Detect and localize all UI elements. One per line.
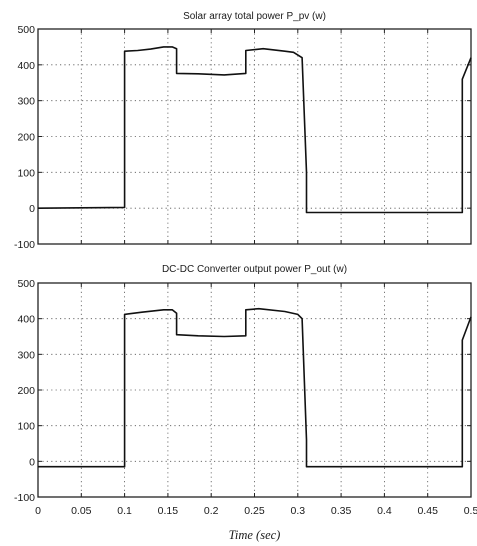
panel-2-x-tick-label: 0.45 bbox=[417, 505, 438, 517]
panel-1-y-tick-label: 400 bbox=[17, 60, 35, 72]
panel-2-series-line-1 bbox=[38, 307, 472, 468]
panel-2-x-tick-label: 0.2 bbox=[204, 505, 219, 517]
panel-2-x-tick-label: 0.25 bbox=[244, 505, 265, 517]
panel-2-y-tick-label: 0 bbox=[29, 456, 35, 468]
panel-2-chart-title: DC-DC Converter output power P_out (w) bbox=[162, 264, 347, 275]
panel-2-y-tick-label: 300 bbox=[17, 349, 35, 361]
panel-2-x-tick-label: 0.5 bbox=[464, 505, 477, 517]
panel-2-y-tick-label: 500 bbox=[17, 278, 35, 290]
panel-1-y-tick-label: 500 bbox=[17, 24, 35, 36]
panel-1-chart-title: Solar array total power P_pv (w) bbox=[183, 11, 326, 22]
panel-1-y-tick-label: 300 bbox=[17, 96, 35, 108]
panel-2-x-tick-label: 0.3 bbox=[290, 505, 305, 517]
panel-2-x-tick-label: 0 bbox=[35, 505, 41, 517]
panel-2-y-tick-label: 400 bbox=[17, 314, 35, 326]
panel-1-y-tick-label: 200 bbox=[17, 132, 35, 144]
panel-1-series-line-1 bbox=[37, 46, 472, 214]
panel-2-x-tick-label: 0.35 bbox=[331, 505, 352, 517]
panel-2-x-tick-label: 0.05 bbox=[71, 505, 92, 517]
panel-2-y-tick-label: 100 bbox=[17, 421, 35, 433]
panel-1-y-tick-label: -100 bbox=[14, 239, 35, 251]
panel-2-x-tick-label: 0.15 bbox=[158, 505, 179, 517]
panel-2-x-tick-label: 0.4 bbox=[377, 505, 392, 517]
panel-1-y-tick-label: 0 bbox=[29, 203, 35, 215]
panel-2-y-tick-label: -100 bbox=[14, 492, 35, 504]
panel-2-y-tick-label: 200 bbox=[17, 385, 35, 397]
panel-2-x-axis-title: Time (sec) bbox=[229, 528, 281, 542]
panel-2-x-tick-label: 0.1 bbox=[117, 505, 132, 517]
panel-1-y-tick-label: 100 bbox=[17, 167, 35, 179]
